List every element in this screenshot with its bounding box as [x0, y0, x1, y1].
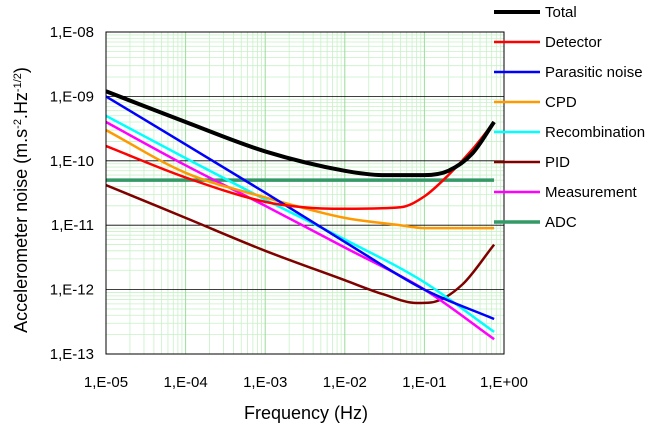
- legend-label-total: Total: [545, 4, 577, 21]
- minor-gridlines: [106, 32, 504, 354]
- x-tick-label: 1,E-02: [323, 374, 367, 391]
- series-line-cpd: [105, 128, 495, 230]
- y-axis-title-main: Accelerometer noise (m.s: [11, 129, 31, 333]
- x-tick-label: 1,E-05: [84, 374, 128, 391]
- x-tick-labels: 1,E-05 1,E-04 1,E-03 1,E-02 1,E-01 1,E+00: [84, 374, 528, 391]
- legend-label-recombination: Recombination: [545, 124, 645, 141]
- y-tick-label: 1,E-09: [50, 88, 94, 105]
- y-tick-label: 1,E-08: [50, 24, 94, 41]
- y-axis-title-mid: .Hz: [11, 92, 31, 119]
- y-tick-label: 1,E-10: [50, 153, 94, 170]
- y-axis-title: Accelerometer noise (m.s-2.Hz-1/2): [11, 67, 31, 333]
- series-line-pid: [105, 183, 496, 305]
- series-line-parasitic-noise: [105, 95, 495, 321]
- y-axis-title-end: ): [11, 67, 31, 73]
- y-tick-labels: 1,E-08 1,E-09 1,E-10 1,E-11 1,E-12 1,E-13: [50, 24, 94, 363]
- x-tick-label: 1,E+00: [480, 374, 528, 391]
- legend-label-detector: Detector: [545, 34, 602, 51]
- y-axis-title-sup2: -1/2: [12, 73, 24, 92]
- y-tick-label: 1,E-13: [50, 346, 94, 363]
- y-axis-title-sup1: -2: [12, 119, 24, 129]
- legend-label-measurement: Measurement: [545, 184, 638, 201]
- x-tick-label: 1,E-01: [402, 374, 446, 391]
- x-tick-label: 1,E-03: [243, 374, 287, 391]
- y-tick-label: 1,E-12: [50, 282, 94, 299]
- legend-label-parasitic-noise: Parasitic noise: [545, 64, 643, 81]
- x-axis-title: Frequency (Hz): [244, 403, 368, 423]
- legend-label-adc: ADC: [545, 214, 577, 231]
- legend: Total Detector Parasitic noise CPD Recombina…: [494, 4, 645, 231]
- y-tick-label: 1,E-11: [51, 217, 94, 234]
- series-layer: [105, 89, 496, 341]
- legend-label-cpd: CPD: [545, 94, 577, 111]
- x-tick-label: 1,E-04: [163, 374, 207, 391]
- series-line-total: [105, 89, 496, 178]
- legend-label-pid: PID: [545, 154, 570, 171]
- series-line-recombination: [105, 114, 495, 333]
